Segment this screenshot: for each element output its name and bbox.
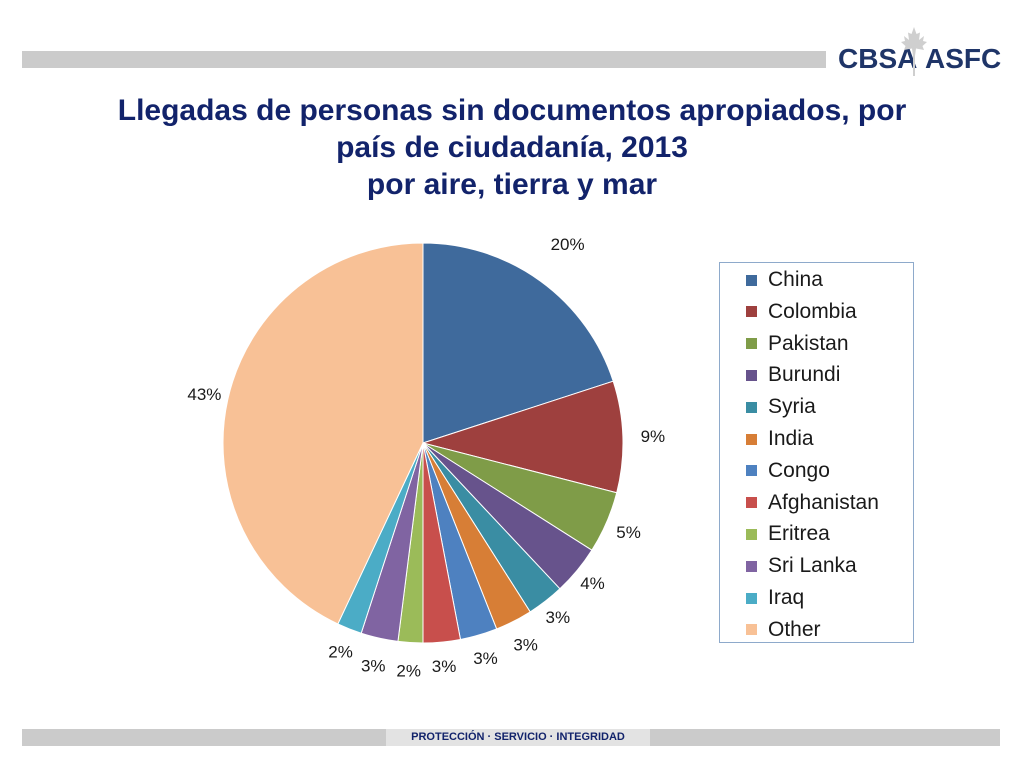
legend-item-syria: Syria xyxy=(746,393,816,421)
legend-item-china: China xyxy=(746,266,823,294)
legend-swatch xyxy=(746,592,757,604)
pie-slice-other xyxy=(222,242,424,625)
slide-title: Llegadas de personas sin documentos apro… xyxy=(40,92,984,204)
legend-label: India xyxy=(768,427,814,450)
chart-legend: China Colombia Pakistan Burundi Syria India Co… xyxy=(719,262,914,643)
legend-swatch xyxy=(746,433,757,445)
logo-text-right: ASFC xyxy=(925,43,1002,74)
legend-label: Afghanistan xyxy=(768,490,879,514)
legend-swatch xyxy=(746,560,757,572)
title-line-2: país de ciudadanía, 2013 xyxy=(336,131,688,165)
data-label-colombia: 9% xyxy=(641,427,666,446)
legend-label: Sri Lanka xyxy=(768,554,857,578)
legend-label: Eritrea xyxy=(768,522,830,546)
legend-item-india: India xyxy=(746,425,814,453)
data-label-syria: 3% xyxy=(546,608,571,627)
data-label-india: 3% xyxy=(513,635,538,654)
legend-swatch xyxy=(746,401,757,413)
legend-item-burundi: Burundi xyxy=(746,361,840,389)
legend-swatch xyxy=(746,528,757,540)
legend-swatch xyxy=(746,465,757,477)
legend-swatch xyxy=(746,497,757,509)
title-line-1: Llegadas de personas sin documentos apro… xyxy=(117,94,907,127)
data-label-sri-lanka: 3% xyxy=(361,657,386,676)
footer-motto: PROTECCIÓN · SERVICIO · INTEGRIDAD xyxy=(411,731,625,743)
pie-slice-china xyxy=(422,242,614,444)
maple-leaf-icon xyxy=(901,27,927,76)
legend-swatch xyxy=(746,338,757,350)
legend-label: China xyxy=(768,268,823,291)
data-label-eritrea: 2% xyxy=(396,662,421,681)
legend-label: Syria xyxy=(768,395,816,419)
legend-label: Congo xyxy=(768,458,830,482)
legend-label: Iraq xyxy=(768,586,805,609)
cbsa-asfc-logo: CBSA ASFC xyxy=(838,26,1001,78)
data-label-iraq: 2% xyxy=(328,642,353,661)
legend-item-iraq: Iraq xyxy=(746,584,804,612)
legend-swatch xyxy=(746,274,757,286)
legend-swatch xyxy=(746,306,757,318)
legend-item-afghanistan: Afghanistan xyxy=(746,489,879,517)
logo-text-left: CBSA xyxy=(838,43,918,74)
pie-slice-colombia xyxy=(421,380,624,494)
legend-item-pakistan: Pakistan xyxy=(746,330,849,358)
data-label-congo: 3% xyxy=(473,649,498,668)
data-label-burundi: 4% xyxy=(580,574,605,593)
data-label-other: 43% xyxy=(187,385,221,404)
legend-swatch xyxy=(746,624,757,636)
footer-box xyxy=(386,729,650,746)
data-label-china: 20% xyxy=(551,235,585,254)
legend-label: Burundi xyxy=(768,363,841,387)
legend-label: Colombia xyxy=(768,299,857,323)
legend-label: Other xyxy=(768,617,821,641)
legend-item-colombia: Colombia xyxy=(746,298,857,326)
data-label-pakistan: 5% xyxy=(616,523,641,542)
legend-item-congo: Congo xyxy=(746,457,830,485)
title-line-3: por aire, tierra y mar xyxy=(366,168,658,202)
legend-item-other: Other xyxy=(746,616,821,644)
header-bar xyxy=(22,51,826,68)
data-label-afghanistan: 3% xyxy=(432,657,457,676)
legend-label: Pakistan xyxy=(768,331,849,355)
legend-item-sri-lanka: Sri Lanka xyxy=(746,552,857,580)
legend-item-eritrea: Eritrea xyxy=(746,520,830,548)
legend-swatch xyxy=(746,369,757,381)
